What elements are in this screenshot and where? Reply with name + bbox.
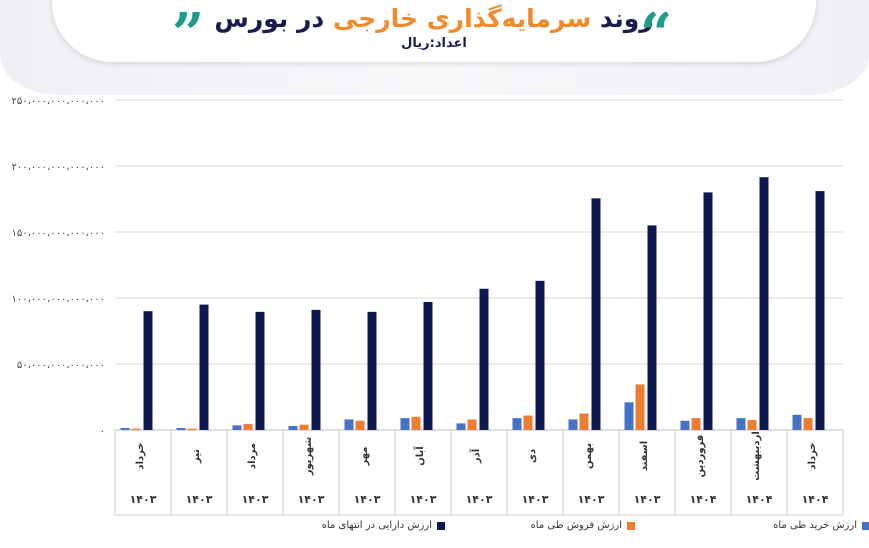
- x-tick-year: ۱۴۰۳: [130, 493, 157, 506]
- x-tick-year: ۱۴۰۴: [690, 493, 717, 506]
- bar-2: [131, 428, 141, 430]
- title-pill: روند سرمایه‌گذاری خارجی در بورس اعداد:ری…: [52, 0, 816, 62]
- legend-label: ارزش فروش طی ماه: [530, 520, 622, 531]
- y-tick-label: ۵۰،۰۰۰،۰۰۰،۰۰۰،۰۰۰: [17, 360, 105, 371]
- bar-2: [691, 418, 701, 430]
- x-tick-year: ۱۴۰۳: [578, 493, 605, 506]
- bar-2: [243, 424, 253, 430]
- x-tick-month: بهمن: [583, 443, 594, 469]
- bar-2: [355, 420, 365, 430]
- x-tick-month: دی: [527, 449, 538, 463]
- x-tick-month: اردیبهشت: [751, 431, 762, 481]
- legend-item: ارزش خرید طی ماه: [773, 520, 869, 531]
- legend-label: ارزش دارایی در انتهای ماه: [321, 520, 432, 531]
- chart-legend: ارزش خرید طی ماه ارزش فروش طی ماه ارزش دار…: [0, 520, 869, 540]
- bar-1: [624, 402, 634, 430]
- x-tick-month: خرداد: [135, 442, 146, 469]
- bar-3: [647, 225, 657, 430]
- x-tick-month: مرداد: [247, 443, 258, 469]
- legend-label: ارزش خرید طی ماه: [773, 520, 857, 531]
- y-tick-label: ۲۵۰،۰۰۰،۰۰۰،۰۰۰،۰۰۰: [12, 96, 105, 107]
- bar-3: [703, 192, 713, 430]
- x-tick-year: ۱۴۰۴: [802, 493, 829, 506]
- bar-1: [736, 418, 746, 430]
- bar-3: [815, 191, 825, 430]
- y-tick-label: ۲۰۰،۰۰۰،۰۰۰،۰۰۰،۰۰۰: [12, 162, 105, 173]
- bar-3: [479, 288, 489, 430]
- y-tick-label: ۱۵۰،۰۰۰،۰۰۰،۰۰۰،۰۰۰: [12, 228, 105, 239]
- x-tick-year: ۱۴۰۳: [410, 493, 437, 506]
- bar-1: [792, 414, 802, 430]
- bar-3: [535, 280, 545, 430]
- x-tick-month: اسفند: [639, 441, 650, 471]
- legend-swatch: [627, 521, 635, 530]
- x-tick-year: ۱۴۰۳: [298, 493, 325, 506]
- bar-1: [400, 418, 410, 430]
- bar-2: [299, 424, 309, 430]
- quote-mark-right-icon: ”: [172, 1, 205, 67]
- bar-1: [456, 423, 466, 430]
- bar-3: [199, 304, 209, 430]
- bar-2: [803, 418, 813, 430]
- x-tick-month: فروردین: [695, 435, 706, 478]
- y-tick-label: ۱۰۰،۰۰۰،۰۰۰،۰۰۰،۰۰۰: [12, 294, 105, 305]
- bar-2: [523, 415, 533, 430]
- y-tick-label: ۰: [100, 426, 105, 437]
- x-tick-month: مهر: [359, 446, 370, 466]
- bar-3: [591, 198, 601, 430]
- x-tick-year: ۱۴۰۳: [522, 493, 549, 506]
- bar-2: [411, 416, 421, 430]
- bar-1: [288, 426, 298, 430]
- x-tick-year: ۱۴۰۳: [242, 493, 269, 506]
- bar-1: [176, 428, 186, 430]
- bar-2: [187, 428, 197, 430]
- x-tick-month: تیر: [191, 449, 202, 464]
- x-tick-year: ۱۴۰۳: [354, 493, 381, 506]
- bar-1: [120, 428, 130, 430]
- bar-2: [635, 384, 645, 430]
- legend-item: ارزش دارایی در انتهای ماه: [322, 520, 445, 531]
- bar-3: [367, 311, 377, 430]
- page-subtitle: اعداد:ریال: [401, 36, 467, 51]
- quote-mark-left-icon: “: [640, 1, 673, 67]
- bar-3: [311, 309, 321, 430]
- bar-2: [579, 413, 589, 430]
- legend-item: ارزش فروش طی ماه: [531, 520, 635, 531]
- title-accent: سرمایه‌گذاری خارجی: [332, 4, 592, 33]
- bar-1: [512, 418, 522, 430]
- x-tick-year: ۱۴۰۳: [466, 493, 493, 506]
- legend-swatch: [862, 521, 869, 530]
- bar-3: [759, 177, 769, 430]
- bar-3: [143, 311, 153, 430]
- legend-swatch: [437, 521, 445, 530]
- bar-3: [423, 301, 433, 430]
- bar-1: [232, 425, 242, 430]
- x-tick-year: ۱۴۰۳: [634, 493, 661, 506]
- bar-2: [467, 419, 477, 430]
- x-tick-month: آذر: [469, 448, 482, 464]
- bar-3: [255, 311, 265, 430]
- x-tick-year: ۱۴۰۴: [746, 493, 773, 506]
- bar-1: [680, 420, 690, 430]
- bar-1: [568, 419, 578, 430]
- x-tick-year: ۱۴۰۳: [186, 493, 213, 506]
- bar-2: [747, 420, 757, 430]
- x-tick-month: خرداد: [807, 442, 818, 469]
- x-tick-month: شهریور: [303, 437, 314, 477]
- bar-1: [344, 419, 354, 430]
- x-tick-month: آبان: [413, 446, 426, 466]
- page-title: روند سرمایه‌گذاری خارجی در بورس: [214, 4, 654, 33]
